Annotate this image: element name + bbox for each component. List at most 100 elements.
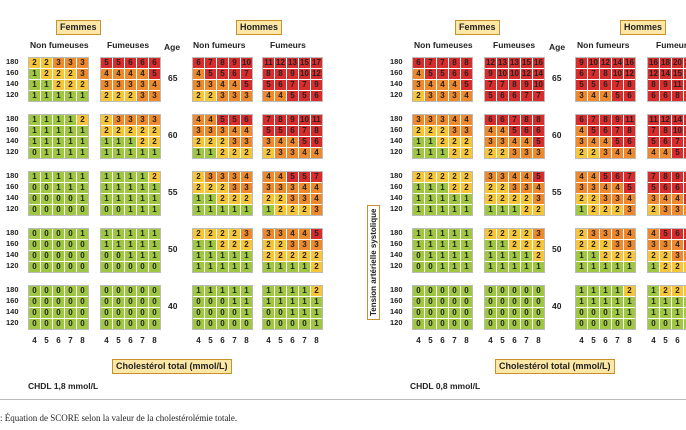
- score-cell: 0: [41, 183, 52, 193]
- score-cell: 0: [275, 308, 286, 318]
- score-cell: 1: [437, 251, 448, 261]
- score-cell: 2: [461, 183, 472, 193]
- score-cell: 0: [521, 286, 532, 296]
- score-cell: 1: [125, 251, 136, 261]
- score-cell: 0: [65, 229, 76, 239]
- score-cell: 6: [624, 91, 635, 101]
- score-cell: 4: [624, 229, 635, 239]
- score-cell: 0: [509, 297, 520, 307]
- score-cell: 0: [449, 297, 460, 307]
- score-cell: 1: [65, 183, 76, 193]
- score-cell: 6: [497, 91, 508, 101]
- score-cell: 2: [287, 251, 298, 261]
- score-cell: 2: [600, 205, 611, 215]
- score-cell: 1: [576, 297, 587, 307]
- score-cell: 0: [229, 319, 240, 329]
- score-cell: 8: [311, 126, 322, 136]
- score-cell: 1: [576, 286, 587, 296]
- score-cell: 2: [77, 115, 88, 125]
- score-cell: 0: [287, 319, 298, 329]
- score-cell: 0: [509, 308, 520, 318]
- score-cell: 4: [660, 194, 671, 204]
- score-cell: 0: [425, 308, 436, 318]
- score-cell: 12: [485, 58, 496, 68]
- score-cell: 0: [521, 308, 532, 318]
- score-cell: 0: [101, 286, 112, 296]
- score-cell: 0: [437, 308, 448, 318]
- score-cell: 12: [275, 58, 286, 68]
- score-cell: 1: [205, 148, 216, 158]
- score-cell: 2: [275, 251, 286, 261]
- score-cell: 1: [461, 251, 472, 261]
- score-cell: 4: [521, 137, 532, 147]
- score-cell: 7: [684, 229, 686, 239]
- score-cell: 16: [533, 58, 544, 68]
- score-cell: 1: [29, 115, 40, 125]
- score-cell: 1: [229, 251, 240, 261]
- score-cell: 2: [241, 148, 252, 158]
- score-cell: 1: [113, 148, 124, 158]
- score-cell: 6: [497, 115, 508, 125]
- score-cell: 0: [137, 297, 148, 307]
- score-cell: 4: [263, 172, 274, 182]
- score-cell: 2: [65, 69, 76, 79]
- score-cell: 4: [299, 183, 310, 193]
- score-cell: 7: [311, 172, 322, 182]
- bp-label: 120: [390, 318, 403, 327]
- score-cell: 0: [449, 308, 460, 318]
- bp-label: 120: [6, 90, 19, 99]
- score-cell: 1: [600, 297, 611, 307]
- bp-label: 140: [390, 136, 403, 145]
- score-cell: 1: [125, 240, 136, 250]
- score-cell: 1: [193, 262, 204, 272]
- score-cell: 1: [137, 251, 148, 261]
- score-cell: 9: [521, 80, 532, 90]
- score-cell: 0: [53, 286, 64, 296]
- score-cell: 1: [125, 148, 136, 158]
- score-cell: 2: [509, 229, 520, 239]
- score-cell: 1: [461, 194, 472, 204]
- score-cell: 1: [77, 229, 88, 239]
- score-cell: 1: [193, 148, 204, 158]
- score-cell: 10: [533, 80, 544, 90]
- score-cell: 2: [125, 126, 136, 136]
- score-cell: 8: [509, 80, 520, 90]
- score-cell: 3: [287, 194, 298, 204]
- score-cell: 9: [485, 69, 496, 79]
- score-cell: 3: [588, 183, 599, 193]
- score-cell: 4: [263, 91, 274, 101]
- score-cell: 0: [65, 205, 76, 215]
- score-cell: 0: [497, 297, 508, 307]
- bp-label: 120: [390, 261, 403, 270]
- score-cell: 0: [29, 319, 40, 329]
- score-cell: 4: [287, 229, 298, 239]
- score-cell: 5: [299, 137, 310, 147]
- score-cell: 0: [533, 297, 544, 307]
- score-cell: 4: [299, 229, 310, 239]
- score-cell: 6: [125, 58, 136, 68]
- score-cell: 2: [65, 80, 76, 90]
- bp-label: 180: [390, 228, 403, 237]
- score-cell: 0: [77, 319, 88, 329]
- score-cell: 7: [205, 58, 216, 68]
- age-value: 40: [552, 301, 562, 311]
- score-cell: 5: [648, 137, 659, 147]
- score-cell: 4: [684, 205, 686, 215]
- score-cell: 1: [241, 251, 252, 261]
- score-cell: 5: [113, 58, 124, 68]
- score-cell: 0: [113, 251, 124, 261]
- score-cell: 0: [576, 319, 587, 329]
- score-cell: 0: [29, 194, 40, 204]
- x-tick-label: 5: [591, 336, 596, 345]
- score-cell: 3: [217, 172, 228, 182]
- score-cell: 0: [425, 297, 436, 307]
- score-cell: 12: [660, 115, 671, 125]
- age-label-right: Age: [549, 42, 566, 52]
- score-cell: 1: [684, 297, 686, 307]
- score-cell: 3: [137, 91, 148, 101]
